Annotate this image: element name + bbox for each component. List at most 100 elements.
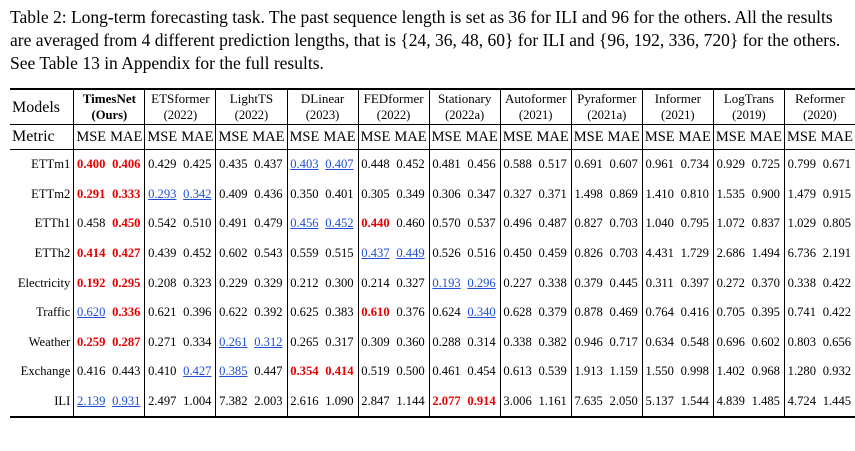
mae-value: 0.452 bbox=[396, 157, 425, 172]
mae-value: 0.452 bbox=[325, 216, 354, 231]
mse-value: 0.414 bbox=[73, 238, 109, 269]
mse-value: 0.350 bbox=[286, 179, 322, 210]
mae-value: 0.414 bbox=[325, 364, 354, 379]
mse-value: 0.961 bbox=[641, 149, 677, 180]
mse-value: 0.458 bbox=[73, 209, 109, 239]
mae-header: MAE bbox=[108, 124, 145, 150]
model-year: (2022) bbox=[357, 107, 430, 125]
mae-value: 0.370 bbox=[751, 275, 780, 290]
table-row: Traffic 0.620 0.336 0.621 0.396 0.622 0.392 0.6… bbox=[10, 297, 855, 328]
mse-value: 0.309 bbox=[357, 327, 393, 358]
mse-value: 0.764 bbox=[641, 297, 677, 328]
mae-value: 0.287 bbox=[112, 334, 141, 349]
mae-value: 0.500 bbox=[396, 364, 425, 379]
mae-value: 0.436 bbox=[254, 186, 283, 201]
mse-value: 0.429 bbox=[144, 149, 180, 180]
mae-value: 1.090 bbox=[321, 386, 359, 419]
mae-value: 0.717 bbox=[609, 334, 638, 349]
mse-value: 0.570 bbox=[428, 209, 464, 239]
models-label: Models bbox=[10, 88, 74, 125]
mse-value: 1.535 bbox=[712, 179, 748, 210]
mse-value: 0.293 bbox=[144, 179, 180, 210]
model-year: (Ours) bbox=[73, 107, 145, 125]
mse-value: 1.040 bbox=[641, 209, 677, 239]
mae-value: 0.968 bbox=[751, 364, 780, 379]
mse-value: 1.280 bbox=[783, 357, 819, 387]
mse-value: 4.431 bbox=[641, 238, 677, 269]
mae-value: 0.607 bbox=[609, 157, 638, 172]
model-year: (2021a) bbox=[570, 107, 643, 125]
mae-value: 0.392 bbox=[254, 305, 283, 320]
mae-value: 1.485 bbox=[747, 386, 785, 419]
model-name: LogTrans bbox=[712, 88, 785, 107]
mae-value: 0.516 bbox=[467, 246, 496, 261]
mse-value: 2.616 bbox=[286, 386, 322, 419]
mse-value: 1.410 bbox=[641, 179, 677, 210]
mse-value: 0.311 bbox=[641, 268, 677, 298]
mse-value: 1.072 bbox=[712, 209, 748, 239]
mae-value: 0.407 bbox=[325, 157, 354, 172]
mse-value: 0.291 bbox=[73, 179, 109, 210]
mae-value: 0.416 bbox=[680, 305, 709, 320]
model-year: (2020) bbox=[783, 107, 855, 125]
mae-value: 0.914 bbox=[463, 386, 501, 419]
model-year: (2021) bbox=[641, 107, 714, 125]
mae-value: 0.314 bbox=[467, 334, 496, 349]
mse-value: 0.327 bbox=[499, 179, 535, 210]
mse-value: 2.077 bbox=[428, 386, 464, 419]
mae-value: 0.805 bbox=[822, 216, 852, 231]
dataset-name: Traffic bbox=[36, 305, 71, 320]
header-model-names-row: Models TimesNet ETSformer LightTS DLinear FED… bbox=[10, 88, 855, 125]
mse-value: 0.496 bbox=[499, 209, 535, 239]
mse-header: MSE bbox=[712, 124, 748, 150]
mse-value: 1.479 bbox=[783, 179, 819, 210]
mse-header: MSE bbox=[783, 124, 819, 150]
mae-value: 0.869 bbox=[609, 186, 638, 201]
mse-value: 0.403 bbox=[286, 149, 322, 180]
mae-value: 0.703 bbox=[609, 246, 638, 261]
dataset-name: Weather bbox=[28, 334, 71, 349]
mae-value: 2.050 bbox=[605, 386, 643, 419]
mse-value: 0.741 bbox=[783, 297, 819, 328]
mse-value: 0.227 bbox=[499, 268, 535, 298]
mae-value: 0.449 bbox=[396, 246, 425, 261]
mse-value: 1.498 bbox=[570, 179, 606, 210]
mse-value: 0.625 bbox=[286, 297, 322, 328]
model-name: LightTS bbox=[215, 88, 287, 107]
mse-value: 0.613 bbox=[499, 357, 535, 387]
model-name: Reformer bbox=[783, 88, 855, 107]
mse-value: 0.588 bbox=[499, 149, 535, 180]
mse-header: MSE bbox=[499, 124, 535, 150]
mse-value: 0.208 bbox=[144, 268, 180, 298]
dataset-name: Exchange bbox=[20, 364, 71, 379]
mae-value: 0.452 bbox=[183, 246, 212, 261]
table-row: Electricity 0.192 0.295 0.208 0.323 0.229 0.32… bbox=[10, 268, 855, 298]
mae-header: MAE bbox=[676, 124, 714, 150]
mae-value: 1.159 bbox=[609, 364, 638, 379]
mse-value: 2.139 bbox=[73, 386, 109, 419]
mse-value: 4.839 bbox=[712, 386, 748, 419]
mae-header: MAE bbox=[463, 124, 501, 150]
mse-value: 0.519 bbox=[357, 357, 393, 387]
mse-value: 2.686 bbox=[712, 238, 748, 269]
mae-value: 1.004 bbox=[179, 386, 216, 419]
mse-header: MSE bbox=[286, 124, 322, 150]
mse-value: 0.385 bbox=[215, 357, 251, 387]
mae-value: 0.383 bbox=[325, 305, 354, 320]
mse-value: 0.803 bbox=[783, 327, 819, 358]
mse-value: 0.461 bbox=[428, 357, 464, 387]
mae-header: MAE bbox=[534, 124, 572, 150]
mae-value: 0.349 bbox=[396, 186, 425, 201]
mae-value: 0.469 bbox=[609, 305, 638, 320]
mse-value: 0.526 bbox=[428, 238, 464, 269]
mae-value: 0.445 bbox=[609, 275, 638, 290]
mae-value: 0.295 bbox=[112, 275, 141, 290]
mae-value: 0.454 bbox=[467, 364, 496, 379]
model-name: ETSformer bbox=[144, 88, 216, 107]
table-caption: Table 2: Long-term forecasting task. The… bbox=[10, 7, 841, 73]
mse-value: 0.272 bbox=[712, 268, 748, 298]
dataset-name: ETTh1 bbox=[34, 216, 71, 231]
results-table: Models TimesNet ETSformer LightTS DLinear FED… bbox=[10, 88, 855, 419]
mae-value: 1.494 bbox=[751, 246, 780, 261]
mse-value: 0.439 bbox=[144, 238, 180, 269]
